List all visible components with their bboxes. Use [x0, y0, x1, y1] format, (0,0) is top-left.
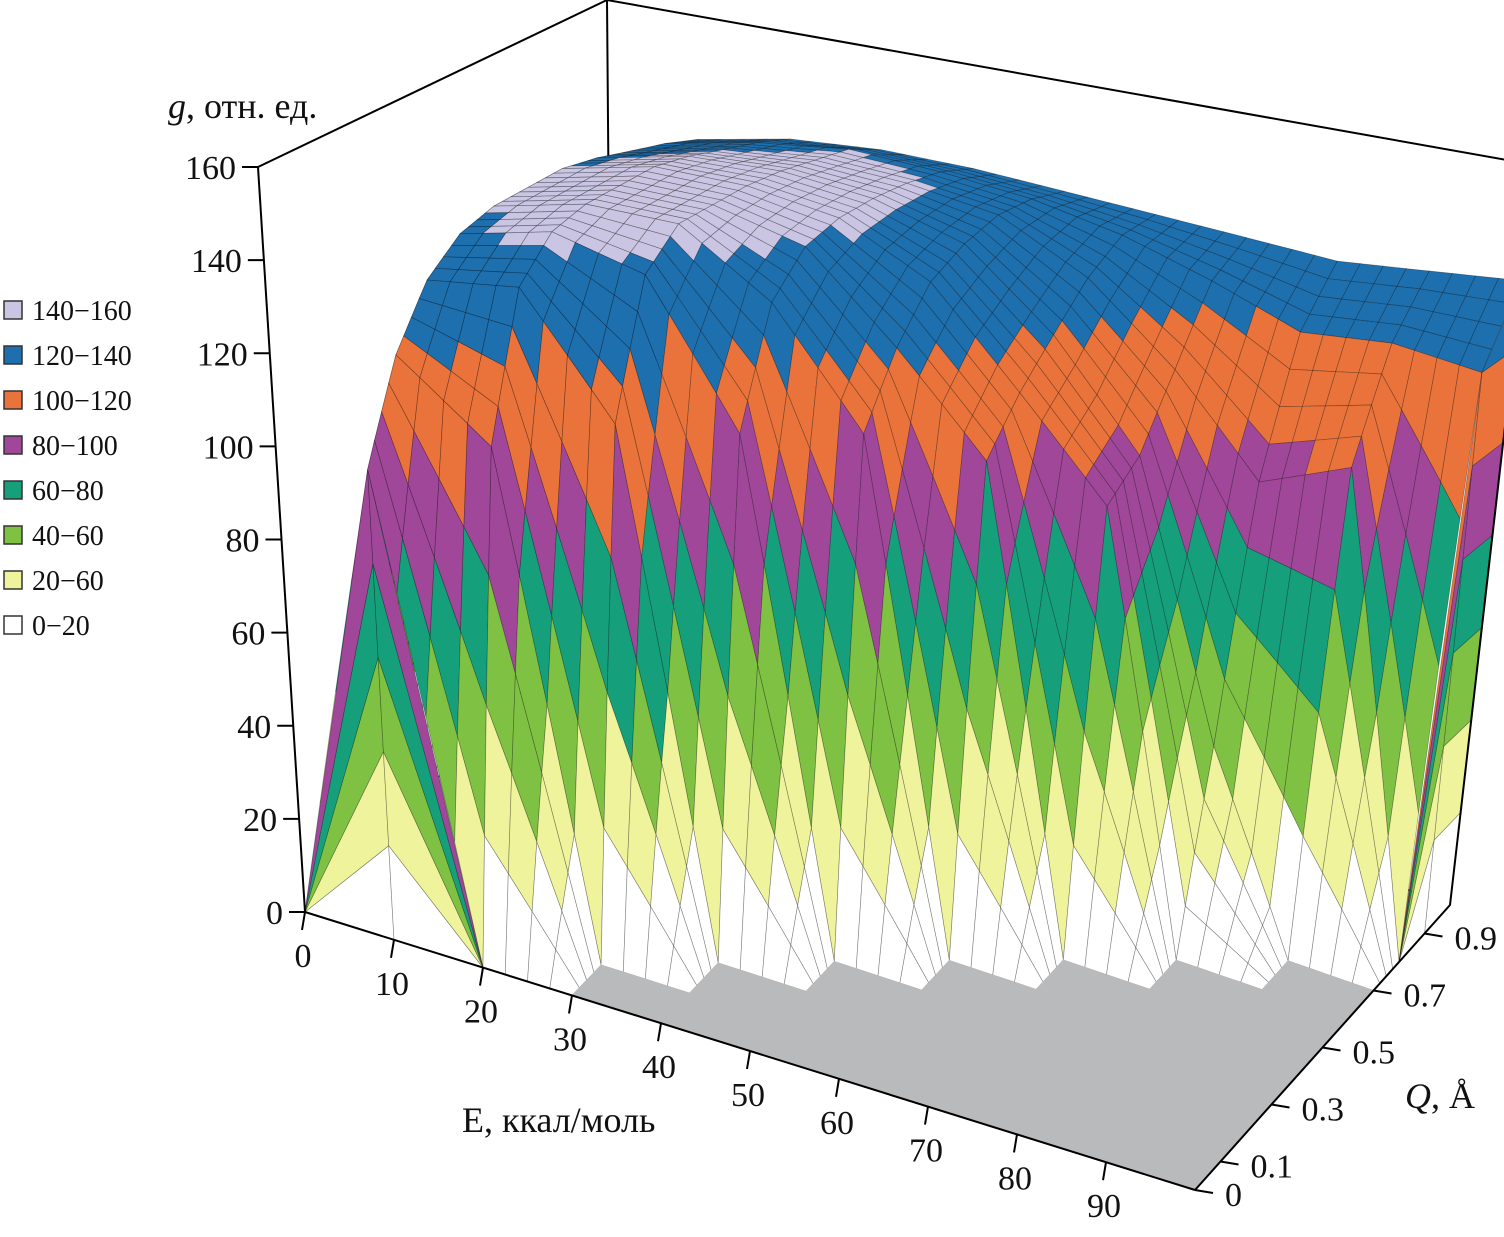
box-edge [606, 0, 1504, 161]
legend-swatch [3, 390, 23, 410]
y-tick [1194, 1189, 1214, 1194]
legend-swatch [3, 480, 23, 500]
z-tick-label: 80 [226, 523, 260, 560]
y-axis-unit: , Å [1431, 1076, 1475, 1116]
z-axis-unit: , отн. ед. [186, 86, 317, 126]
z-tick-label: 60 [231, 616, 265, 653]
x-tick-label: 40 [642, 1049, 676, 1086]
x-tick-label: 10 [375, 966, 409, 1003]
legend-swatch [3, 615, 23, 635]
legend-swatch [3, 345, 23, 365]
x-axis-title: E, ккал/моль [462, 1100, 655, 1140]
surface-skirt [1481, 320, 1504, 374]
z-tick-label: 20 [243, 802, 277, 839]
y-tick [1220, 1160, 1239, 1166]
y-tick [1271, 1103, 1290, 1109]
x-tick-label: 90 [1087, 1188, 1121, 1225]
surface-skirt [1398, 372, 1483, 963]
x-tick-label: 60 [820, 1105, 854, 1142]
y-tick-label: 0 [1225, 1177, 1242, 1214]
x-tick-label: 30 [553, 1021, 587, 1058]
x-tick [479, 967, 484, 986]
box-edge [257, 0, 608, 168]
y-tick-label: 0.3 [1302, 1092, 1345, 1129]
legend-label: 80−100 [32, 431, 118, 462]
z-axis-title: g, отн. ед. [168, 86, 317, 126]
front-layer: 0 20 40 60 80 100 120 140 160 0 10 20 30 40 50 60 70 80 90… [185, 150, 1504, 1225]
x-tick [924, 1106, 929, 1125]
surface-skirt [1398, 746, 1444, 963]
x-tick [746, 1050, 751, 1070]
y-axis-title: Q, Å [1405, 1076, 1475, 1116]
z-tick-label: 160 [185, 150, 236, 187]
y-tick-label: 0.7 [1404, 978, 1447, 1015]
x-tick-label: 80 [998, 1160, 1032, 1197]
x-tick-label: 70 [909, 1133, 943, 1170]
x-tick [568, 995, 573, 1014]
y-tick [1322, 1046, 1341, 1052]
x-tick [1013, 1134, 1018, 1153]
z-tick-label: 100 [203, 429, 254, 466]
x-tick [1102, 1162, 1107, 1181]
y-tick-label: 0.1 [1251, 1149, 1294, 1186]
legend-label: 60−80 [32, 476, 104, 507]
legend-swatch [3, 300, 23, 320]
surface-skirt [377, 657, 484, 968]
y-tick [1373, 989, 1392, 995]
z-tick-label: 40 [237, 709, 271, 746]
x-tick [835, 1078, 840, 1097]
x-tick [301, 911, 306, 931]
legend-label: 20−60 [32, 566, 104, 597]
surface [304, 138, 1504, 1191]
legend-label: 120−140 [32, 341, 132, 372]
x-tick-label: 0 [295, 938, 312, 975]
z-axis-symbol: g [168, 86, 186, 126]
legend-swatch [3, 435, 23, 455]
surface-skirt [304, 750, 390, 913]
legend-swatch [3, 525, 23, 545]
y-tick-label: 0.9 [1455, 921, 1498, 958]
y-tick [1424, 932, 1443, 938]
x-tick-label: 20 [464, 994, 498, 1031]
legend-label: 40−60 [32, 521, 104, 552]
box-edge [1449, 426, 1504, 906]
legend-label: 140−160 [32, 296, 132, 327]
surface-patch [1458, 342, 1493, 373]
surface-skirt [367, 469, 484, 968]
legend-swatch [3, 570, 23, 590]
x-tick [390, 939, 395, 958]
z-tick-label: 120 [197, 336, 248, 373]
z-tick-label: 0 [266, 895, 283, 932]
x-tick-label: 50 [731, 1077, 765, 1114]
legend-label: 100−120 [32, 386, 132, 417]
legend-label: 0−20 [32, 611, 90, 642]
surface-patch [1387, 717, 1419, 963]
legend: 140−160 120−140 100−120 80−100 60−80 40−60 20−… [3, 296, 132, 642]
z-tick-label: 140 [191, 243, 242, 280]
x-tick [657, 1023, 662, 1042]
y-tick-label: 0.5 [1353, 1035, 1396, 1072]
y-axis-symbol: Q [1405, 1076, 1431, 1116]
